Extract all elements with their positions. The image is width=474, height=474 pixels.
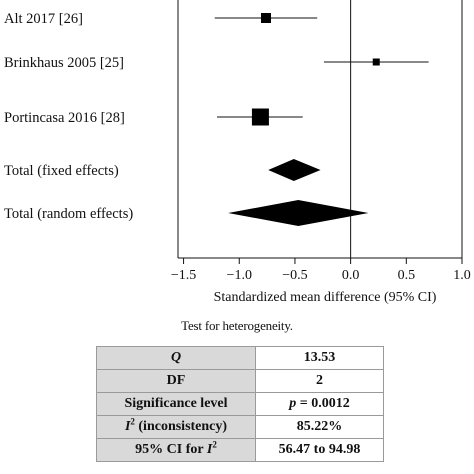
study-label: Portincasa 2016 [28]: [4, 110, 125, 126]
pooled-rows: Total (fixed effects) Total (random effec…: [4, 159, 369, 226]
q-label: Q: [170, 350, 182, 365]
row-label: 95% CI for I2: [96, 438, 256, 462]
pooled-diamond: [228, 200, 369, 226]
study-point-square: [260, 13, 271, 23]
row-value: 2: [255, 369, 384, 393]
table-row: 95% CI for I2 56.47 to 94.98: [96, 438, 384, 462]
i-symbol: I: [206, 442, 213, 457]
i-superscript: 2: [212, 439, 217, 450]
row-value: 13.53: [255, 346, 384, 370]
study-label: Brinkhaus 2005 [25]: [4, 55, 124, 71]
inconsistency-text: (inconsistency): [134, 419, 228, 434]
p-value: = 0.0012: [296, 396, 350, 411]
x-axis-ticks: −1.5 −1.0 −0.5 0.0 0.5 1.0: [171, 258, 471, 283]
pooled-label: Total (random effects): [4, 206, 133, 222]
heterogeneity-title: Test for heterogeneity.: [181, 318, 293, 333]
x-tick-label: 0.5: [398, 268, 416, 283]
x-tick-label: 1.0: [453, 268, 471, 283]
study-rows: Alt 2017 [26] Brinkhaus 2005 [25] Portinca…: [4, 11, 429, 126]
forest-plot: −1.5 −1.0 −0.5 0.0 0.5 1.0 Alt 2017 [26] Brink…: [4, 0, 471, 305]
row-label: Q: [96, 346, 256, 370]
i-superscript: 2: [130, 416, 135, 427]
pooled-label: Total (fixed effects): [4, 163, 119, 179]
i-symbol: I: [124, 419, 131, 434]
row-value: 56.47 to 94.98: [255, 438, 384, 462]
row-label: DF: [96, 369, 256, 393]
x-tick-label: −0.5: [282, 268, 307, 283]
heterogeneity-table: Q 13.53 DF 2 Significance level p = 0.00…: [96, 346, 384, 462]
table-row: Q 13.53: [96, 346, 384, 370]
ci-prefix: 95% CI for: [135, 442, 207, 457]
row-label: I2 (inconsistency): [96, 415, 256, 439]
p-symbol: p: [289, 396, 297, 411]
table-row: Significance level p = 0.0012: [96, 392, 384, 416]
table-row: DF 2: [96, 369, 384, 393]
table-row: I2 (inconsistency) 85.22%: [96, 415, 384, 439]
pooled-diamond: [268, 159, 321, 181]
x-tick-label: −1.5: [171, 268, 196, 283]
study-point-square: [251, 108, 269, 126]
x-tick-label: 0.0: [342, 268, 360, 283]
row-label: Significance level: [96, 392, 256, 416]
row-value: 85.22%: [255, 415, 384, 439]
row-value: p = 0.0012: [255, 392, 384, 416]
x-axis-title: Standardized mean difference (95% CI): [214, 290, 437, 305]
study-point-square: [372, 58, 380, 66]
x-tick-label: −1.0: [227, 268, 252, 283]
study-label: Alt 2017 [26]: [4, 11, 83, 27]
